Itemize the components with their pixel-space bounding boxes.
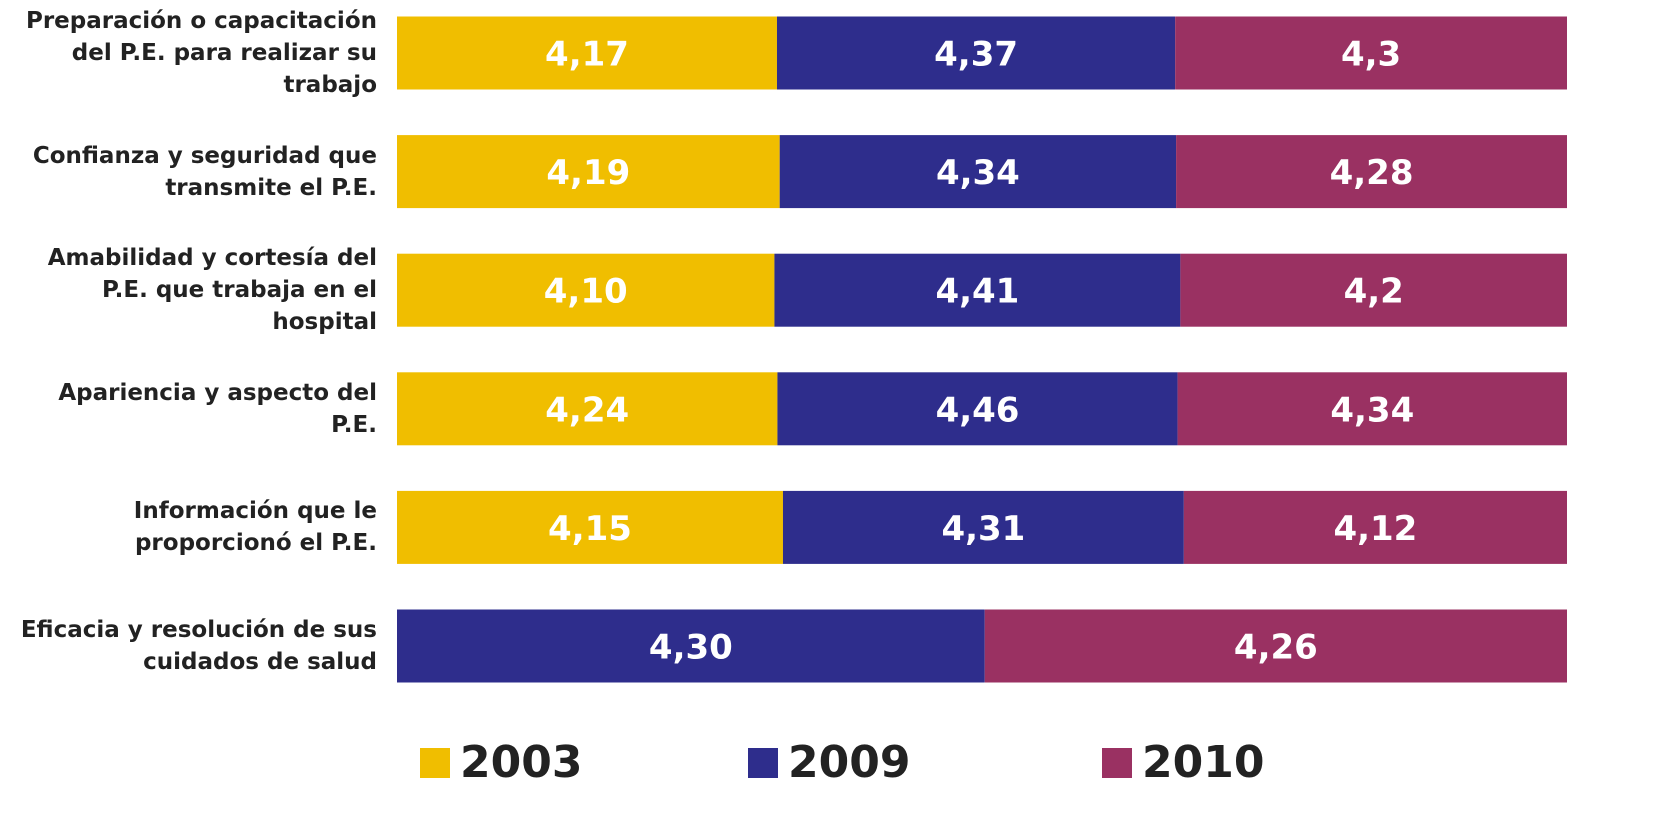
bar-segment [782,490,1184,564]
category-label: Eficacia y resolución de sus cuidados de… [20,617,377,675]
legend-label: 2003 [460,737,582,788]
category-label: Confianza y seguridad que transmite el P… [32,142,377,201]
legend-label: 2009 [788,737,910,788]
bar-segment [1175,16,1567,90]
bar-segment [1183,490,1567,564]
bar-segment [1176,135,1567,209]
bar-segment [397,490,783,564]
value-label: 4,17 [545,35,629,75]
value-label: 4,37 [934,35,1018,75]
bar-segment [1177,372,1567,446]
legend-label: 2010 [1142,737,1264,788]
legend-swatch [748,748,778,778]
bar-segment [774,253,1181,327]
category-label: Preparación o capacitación del P.E. para… [25,8,377,98]
value-label: 4,10 [544,272,628,312]
value-label: 4,28 [1330,153,1414,193]
category-label: Apariencia y aspecto del P.E. [58,379,377,438]
bar-segment [397,253,775,327]
category-label: Información que le proporcionó el P.E. [133,498,377,557]
value-label: 4,15 [548,509,632,549]
value-label: 4,2 [1344,272,1404,312]
legend-swatch [1102,748,1132,778]
value-label: 4,30 [649,628,733,668]
legend-swatch [420,748,450,778]
bar-segment [397,372,778,446]
bar-segment [397,135,780,209]
bar-segment [397,609,985,683]
bar-segment [776,16,1176,90]
bar-segment [984,609,1567,683]
value-label: 4,46 [936,390,1020,430]
value-label: 4,12 [1333,509,1417,549]
bar-segment [397,16,777,90]
category-label: Amabilidad y cortesía del P.E. que traba… [47,245,377,336]
value-label: 4,19 [546,153,630,193]
value-label: 4,24 [545,390,629,430]
value-label: 4,31 [941,509,1025,549]
value-label: 4,3 [1341,35,1401,75]
value-label: 4,41 [935,272,1019,312]
bar-segment [1180,253,1567,327]
value-label: 4,34 [1330,390,1414,430]
bar-segment [779,135,1177,209]
value-label: 4,34 [936,153,1020,193]
bar-segment [777,372,1178,446]
value-label: 4,26 [1234,628,1318,668]
